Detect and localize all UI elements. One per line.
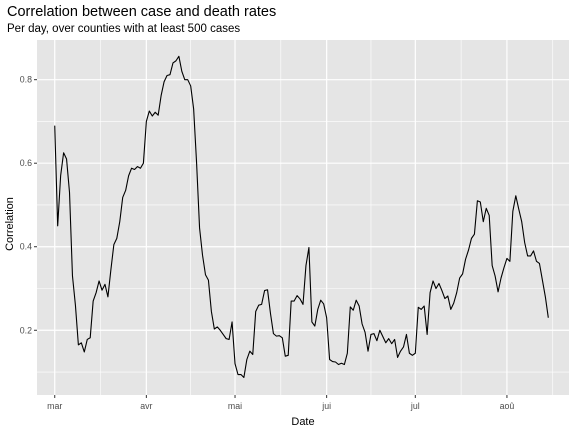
y-tick-label: 0.8 [20,75,32,85]
x-axis-title: Date [291,416,314,428]
y-axis-title: Correlation [4,197,16,251]
plot-panel [37,40,569,395]
y-tick-label: 0.2 [20,325,32,335]
major-gridlines [37,40,569,395]
x-tick-label: jul [410,401,420,411]
y-tick-label: 0.6 [20,158,32,168]
x-tick-label: aoû [500,401,515,411]
chart-title: Correlation between case and death rates [7,4,276,20]
minor-gridlines [37,40,569,395]
x-tick-label: avr [140,401,152,411]
x-tick-label: mar [47,401,62,411]
chart-subtitle: Per day, over counties with at least 500… [7,23,240,35]
x-axis: mar avr mai jui jul aoû [47,395,514,411]
y-tick-label: 0.4 [20,242,32,252]
series-layer [54,55,549,379]
x-tick-label: jui [321,401,331,411]
y-axis: 0.2 0.4 0.6 0.8 [20,75,37,335]
series-line-1 [54,55,549,379]
x-tick-label: mai [228,401,242,411]
